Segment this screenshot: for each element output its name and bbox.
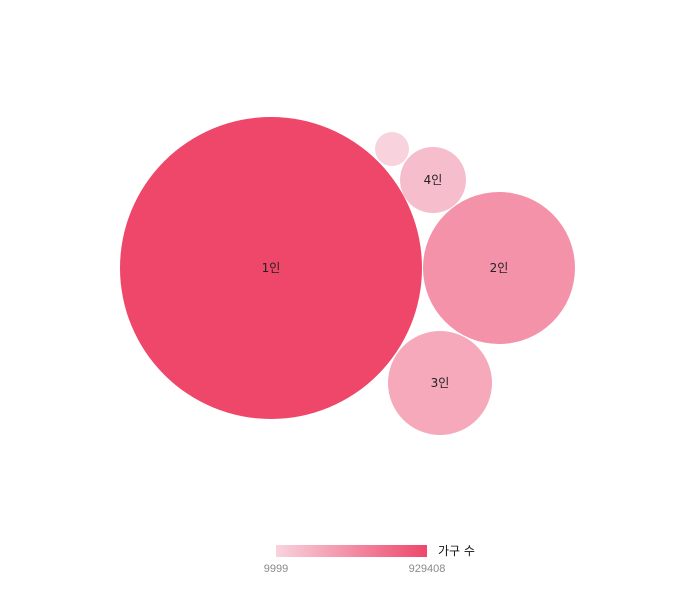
- bubble-4인[interactable]: [400, 147, 466, 213]
- bubble-2인[interactable]: [423, 192, 575, 344]
- bubble-3인[interactable]: [388, 331, 492, 435]
- legend-max-label: 929408: [409, 563, 446, 575]
- legend-min-label: 9999: [264, 563, 288, 575]
- bubble-1인[interactable]: [120, 117, 422, 419]
- bubble-label-1인: 1인: [262, 261, 281, 275]
- legend-title: 가구 수: [438, 544, 475, 558]
- bubble-group: 1인 2인 3인 4인: [120, 117, 575, 435]
- legend-gradient-bar: [276, 545, 427, 557]
- bubble-label-3인: 3인: [431, 376, 450, 390]
- bubble-label-2인: 2인: [490, 261, 509, 275]
- bubble-label-4인: 4인: [424, 173, 443, 187]
- bubble-unlabeled-4[interactable]: [375, 132, 409, 166]
- color-legend: 가구 수 9999 929408: [264, 544, 475, 575]
